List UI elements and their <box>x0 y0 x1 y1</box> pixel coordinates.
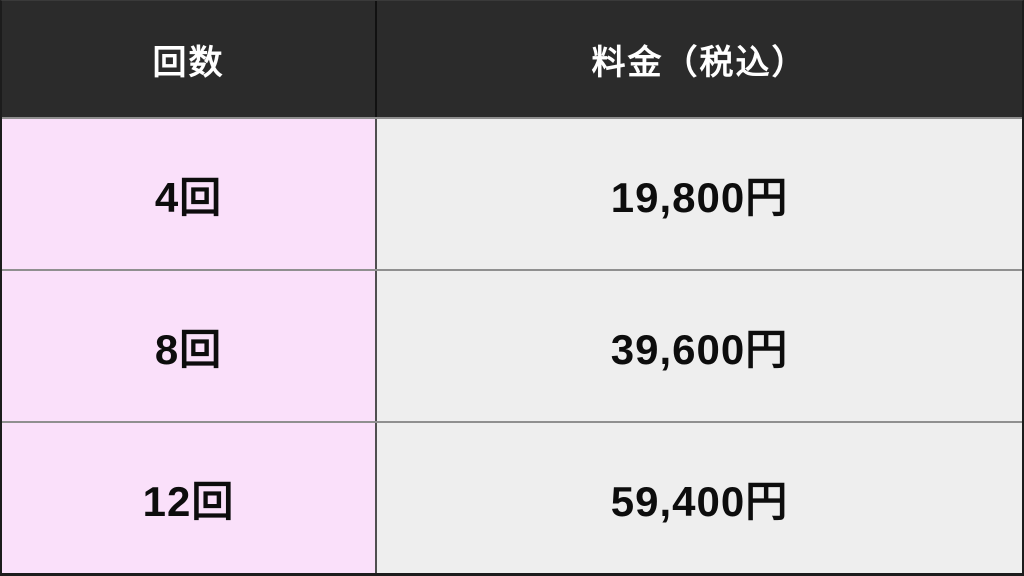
price-cell: 19,800円 <box>377 119 1022 269</box>
count-cell: 4回 <box>2 119 377 269</box>
price-cell: 39,600円 <box>377 271 1022 421</box>
table-row: 4回 19,800円 <box>2 117 1022 269</box>
column-header-price: 料金（税込） <box>591 43 808 82</box>
table-row: 8回 39,600円 <box>2 269 1022 421</box>
table-header-row: 回数 料金（税込） <box>2 1 1022 117</box>
price-cell: 59,400円 <box>377 423 1022 573</box>
column-header-count: 回数 <box>2 1 377 117</box>
table-row: 12回 59,400円 <box>2 421 1022 573</box>
count-cell: 12回 <box>2 423 377 573</box>
count-cell: 8回 <box>2 271 377 421</box>
